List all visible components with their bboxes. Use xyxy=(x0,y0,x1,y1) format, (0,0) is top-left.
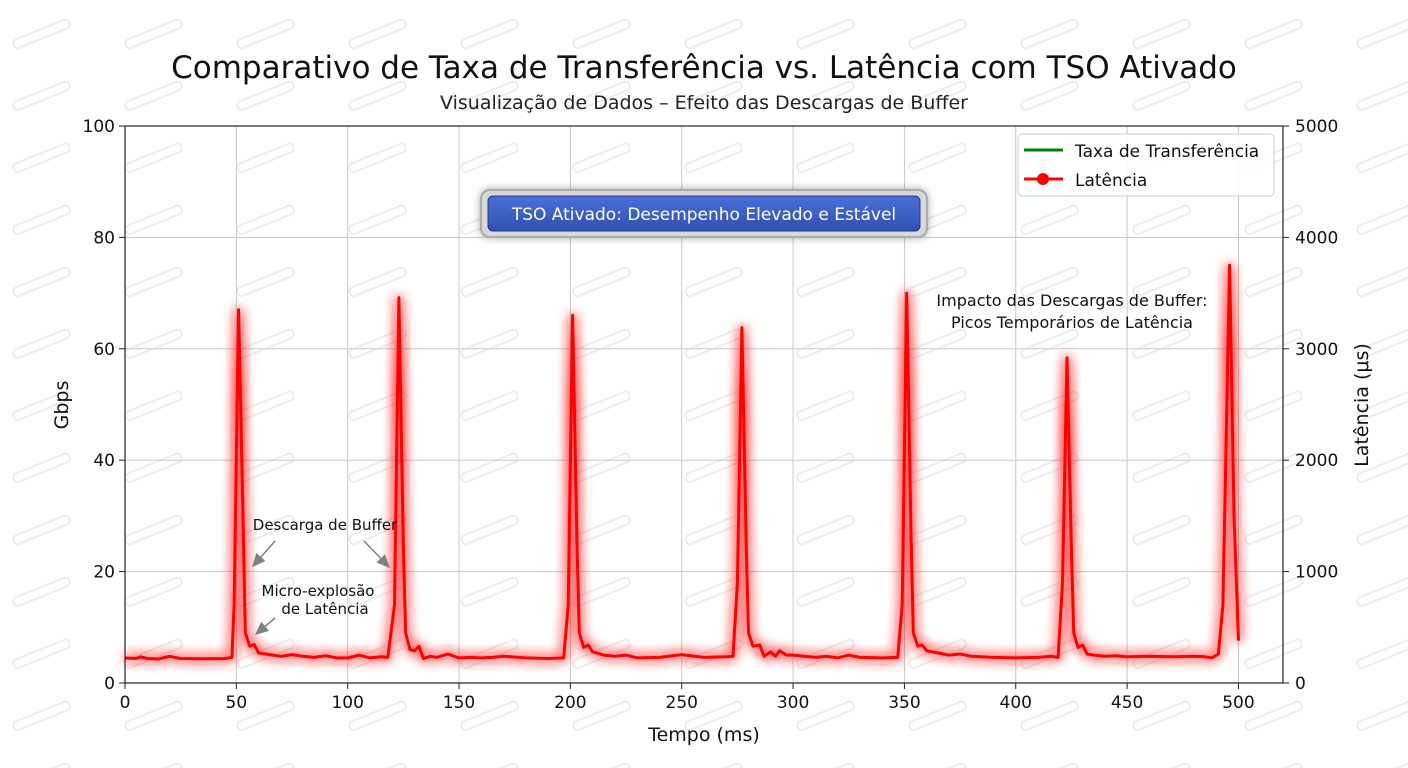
y-left-tick-label: 20 xyxy=(93,563,115,583)
x-tick-label: 0 xyxy=(120,693,131,713)
micro-burst-label-line2: de Latência xyxy=(281,600,368,618)
y-right-tick-label: 1000 xyxy=(1295,563,1338,583)
tso-annotation-box: TSO Ativado: Desempenho Elevado e Estáve… xyxy=(480,189,928,238)
chart-title: Comparativo de Taxa de Transferência vs.… xyxy=(171,50,1237,86)
y-left-tick-label: 100 xyxy=(83,117,115,137)
legend: Taxa de Transferência Latência xyxy=(1017,133,1275,197)
x-tick-label: 500 xyxy=(1222,693,1254,713)
y-right-tick-label: 2000 xyxy=(1295,451,1338,471)
x-tick-label: 300 xyxy=(777,693,809,713)
y-left-tick-label: 80 xyxy=(93,228,115,248)
micro-burst-label-line1: Micro-explosão xyxy=(262,582,375,600)
chart-subtitle: Visualização de Dados – Efeito das Desca… xyxy=(440,92,968,114)
x-tick-label: 400 xyxy=(1000,693,1032,713)
x-tick-label: 50 xyxy=(226,693,248,713)
plot-frame xyxy=(124,125,1284,684)
micro-burst-arrow xyxy=(254,617,276,635)
x-tick-label: 100 xyxy=(331,693,363,713)
impact-label-line2: Picos Temporários de Latência xyxy=(951,313,1193,332)
legend-label-throughput: Taxa de Transferência xyxy=(1074,142,1259,162)
y-left-tick-label: 0 xyxy=(104,674,115,694)
x-tick-label: 150 xyxy=(443,693,475,713)
y-right-tick-label: 4000 xyxy=(1295,228,1338,248)
x-tick-label: 200 xyxy=(554,693,586,713)
y-right-tick-label: 0 xyxy=(1295,674,1306,694)
y-left-tick-label: 40 xyxy=(93,451,115,471)
x-tick-label: 350 xyxy=(888,693,920,713)
impact-label-line1: Impacto das Descargas de Buffer: xyxy=(936,291,1207,310)
latency-line xyxy=(124,263,1240,661)
x-tick-label: 450 xyxy=(1111,693,1143,713)
buffer-flush-arrow-1 xyxy=(252,540,276,568)
y-left-axis-label: Gbps xyxy=(51,381,73,430)
x-axis-label: Tempo (ms) xyxy=(647,724,760,746)
buffer-flush-arrow-2 xyxy=(363,540,391,569)
y-left-tick-label: 60 xyxy=(93,340,115,360)
x-tick-label: 250 xyxy=(666,693,698,713)
legend-label-latency: Latência xyxy=(1075,171,1147,191)
tso-annotation-text: TSO Ativado: Desempenho Elevado e Estáve… xyxy=(511,205,896,225)
y-right-axis-label: Latência (μs) xyxy=(1351,343,1373,467)
y-right-tick-label: 5000 xyxy=(1295,117,1338,137)
ticks: 0 50 100 150 200 250 300 350 400 450 5000204060801… xyxy=(83,117,1339,713)
legend-marker-latency xyxy=(1037,173,1049,185)
buffer-flush-label: Descarga de Buffer xyxy=(253,516,398,534)
y-right-tick-label: 3000 xyxy=(1295,340,1338,360)
